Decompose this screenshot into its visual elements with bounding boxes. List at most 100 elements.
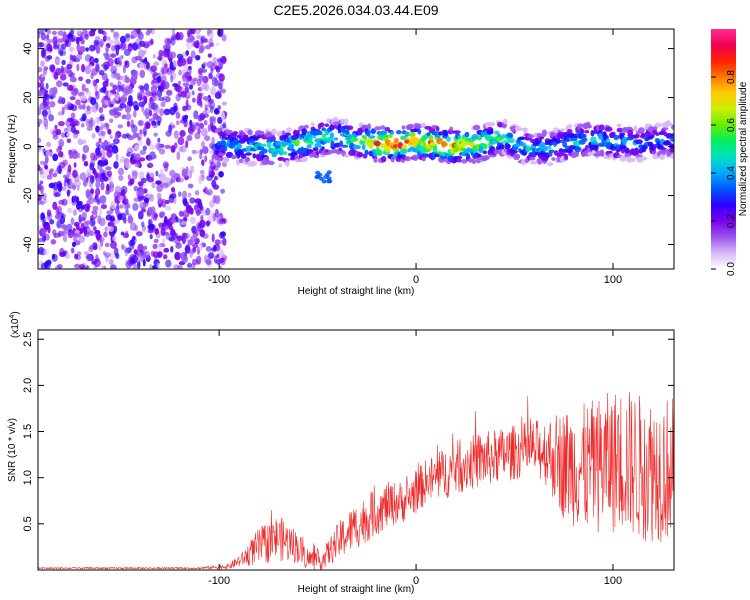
heatmap-cell [163, 48, 169, 58]
heatmap-cell [215, 42, 220, 47]
heatmap-cell [172, 83, 179, 87]
heatmap-cell [321, 127, 326, 132]
heatmap-cell [186, 41, 193, 50]
heatmap-cell [157, 142, 162, 152]
heatmap-cell [126, 152, 131, 157]
heatmap-cell [120, 94, 127, 104]
heatmap-cell [64, 38, 69, 47]
heatmap-cell [159, 173, 167, 182]
heatmap-cell [187, 239, 193, 246]
heatmap-cell [51, 30, 57, 35]
heatmap-cell [356, 145, 361, 150]
heatmap-cell [52, 229, 57, 236]
heatmap-cell [92, 226, 97, 231]
heatmap-cell [62, 32, 67, 39]
heatmap-cell [421, 156, 426, 162]
heatmap-cell [494, 130, 500, 135]
heatmap-cell [67, 164, 72, 173]
heatmap-cell [166, 89, 173, 96]
heatmap-cell [137, 188, 145, 197]
heatmap-cell [374, 126, 382, 131]
snr-y-axis-title: SNR (10 * v/v) [7, 418, 18, 482]
heatmap-cell [318, 176, 324, 181]
heatmap-cell [38, 195, 42, 201]
heatmap-cell [616, 127, 623, 133]
heatmap-cell [214, 208, 219, 218]
heatmap-cell [119, 204, 123, 209]
heatmap-cell [380, 130, 387, 136]
heatmap-cell [139, 250, 145, 256]
heatmap-cell [135, 153, 141, 161]
colorbar-tick-label: 0.0 [726, 262, 737, 276]
heatmap-cell [82, 144, 90, 154]
heatmap-cell [476, 154, 482, 158]
heatmap-cell [149, 194, 155, 202]
heatmap-cell [121, 114, 127, 120]
heatmap-cell [180, 90, 187, 98]
heatmap-cell [128, 239, 136, 247]
heatmap-cell [185, 104, 192, 111]
heatmap-cell [581, 137, 588, 142]
heatmap-cell [112, 106, 118, 115]
heatmap-cell [315, 150, 320, 156]
heatmap-cell [580, 129, 585, 134]
heatmap-cell [223, 145, 228, 152]
heatmap-cell [388, 134, 393, 139]
heatmap-cell [220, 111, 225, 121]
heatmap-cell [92, 79, 98, 87]
heatmap-cell [465, 153, 470, 157]
heatmap-cell [169, 170, 176, 177]
heatmap-cell [66, 101, 72, 107]
heatmap-cell [200, 128, 208, 137]
heatmap-cell [175, 85, 182, 93]
heatmap-cell [636, 156, 644, 163]
heatmap-cell [158, 49, 164, 57]
heatmap-cell [127, 135, 134, 141]
heatmap-cell [203, 119, 208, 126]
heatmap-cell [455, 158, 462, 163]
heatmap-cell [301, 128, 308, 135]
heatmap-cell [103, 63, 108, 72]
colorbar-tick-label: 0.6 [726, 118, 737, 132]
heatmap-cell [66, 63, 73, 70]
heatmap-cell [170, 72, 177, 80]
y-tick-label: 2.5 [22, 332, 34, 347]
heatmap-cell [197, 114, 204, 122]
heatmap-cell [616, 123, 622, 128]
heatmap-cell [107, 90, 111, 99]
heatmap-cell [55, 59, 60, 64]
heatmap-cell [68, 59, 73, 69]
heatmap-cell [108, 226, 114, 232]
heatmap-cell [384, 127, 391, 132]
heatmap-cell [197, 67, 203, 75]
heatmap-cell [104, 36, 111, 41]
heatmap-cell [482, 150, 487, 155]
heatmap-cell [208, 72, 213, 80]
heatmap-cell [117, 167, 124, 176]
heatmap-cell [44, 164, 48, 170]
heatmap-cell [220, 56, 227, 64]
heatmap-cell [346, 125, 354, 131]
heatmap-cell [75, 202, 81, 210]
heatmap-cell [492, 140, 497, 145]
heatmap-cell [52, 36, 58, 46]
heatmap-cell [373, 157, 378, 163]
heatmap-cell [309, 141, 314, 145]
heatmap-cell [152, 53, 156, 59]
heatmap-cell [99, 236, 105, 242]
heatmap-cell [56, 219, 62, 229]
heatmap-cell [150, 85, 157, 94]
colorbar-tick-label: 0.8 [726, 70, 737, 84]
heatmap-cell [134, 132, 140, 138]
heatmap-cell [523, 128, 528, 135]
heatmap-cell [655, 132, 660, 136]
heatmap-cell [104, 242, 110, 248]
heatmap-cell [159, 168, 164, 175]
heatmap-cell [200, 141, 206, 149]
heatmap-cell [114, 72, 120, 80]
heatmap-cell [46, 141, 52, 148]
heatmap-cell [46, 209, 52, 217]
heatmap-cell [211, 179, 217, 188]
heatmap-cell [40, 212, 45, 220]
heatmap-cell [642, 156, 648, 161]
